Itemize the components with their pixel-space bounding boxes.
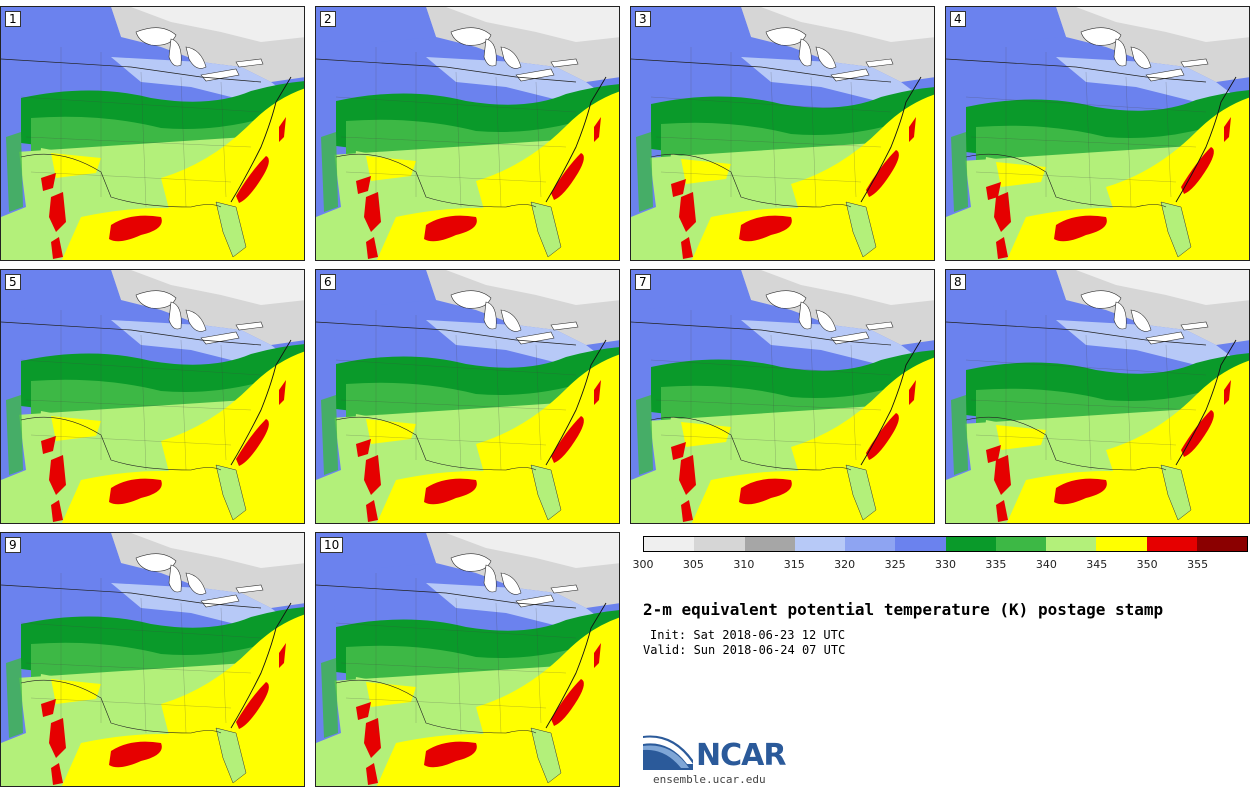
member-panel: 4	[945, 6, 1250, 261]
ensemble-map	[316, 533, 619, 786]
logo-wordmark: NCAR	[696, 738, 786, 773]
colorbar	[643, 536, 1248, 552]
colorbar-tick-label: 300	[632, 558, 654, 571]
valid-time: Valid: Sun 2018-06-24 07 UTC	[643, 643, 846, 657]
ensemble-map	[1, 270, 304, 523]
member-number-label: 3	[635, 11, 651, 27]
colorbar-labels: 300 305 310 315 320 325 330 335 340 345 350 355	[633, 558, 1248, 572]
member-number-label: 9	[5, 537, 21, 553]
ensemble-map	[946, 7, 1249, 260]
colorbar-segment	[1046, 537, 1097, 551]
colorbar-segment	[1146, 537, 1197, 551]
member-panel: 5	[0, 269, 305, 524]
colorbar-segment	[694, 537, 745, 551]
member-panel: 10	[315, 532, 620, 787]
colorbar-tick-label: 355	[1187, 558, 1209, 571]
init-time: Init: Sat 2018-06-23 12 UTC	[650, 628, 846, 642]
colorbar-tick-label: 350	[1136, 558, 1158, 571]
colorbar-tick-label: 325	[884, 558, 906, 571]
colorbar-segment	[644, 537, 695, 551]
ensemble-map	[1, 533, 304, 786]
member-number-label: 2	[320, 11, 336, 27]
logo-url: ensemble.ucar.edu	[653, 773, 766, 786]
colorbar-segment	[1096, 537, 1147, 551]
ensemble-map	[316, 270, 619, 523]
colorbar-segment	[845, 537, 896, 551]
colorbar-tick-label: 320	[834, 558, 856, 571]
member-number-label: 6	[320, 274, 336, 290]
member-number-label: 1	[5, 11, 21, 27]
colorbar-tick-label: 340	[1035, 558, 1057, 571]
colorbar-tick-label: 305	[682, 558, 704, 571]
colorbar-segment	[995, 537, 1046, 551]
member-panel: 7	[630, 269, 935, 524]
member-number-label: 4	[950, 11, 966, 27]
ensemble-map	[946, 270, 1249, 523]
ensemble-map	[316, 7, 619, 260]
colorbar-segment	[895, 537, 946, 551]
member-number-label: 7	[635, 274, 651, 290]
member-panel: 9	[0, 532, 305, 787]
ensemble-map	[631, 270, 934, 523]
member-number-label: 5	[5, 274, 21, 290]
colorbar-segment	[794, 537, 845, 551]
member-panel: 3	[630, 6, 935, 261]
ncar-logo-icon	[643, 735, 693, 770]
member-number-label: 8	[950, 274, 966, 290]
member-panel: 2	[315, 6, 620, 261]
colorbar-tick-label: 315	[783, 558, 805, 571]
colorbar-tick-label: 345	[1086, 558, 1108, 571]
colorbar-segment	[945, 537, 996, 551]
map-title: 2-m equivalent potential temperature (K)…	[643, 600, 1164, 619]
colorbar-tick-label: 335	[985, 558, 1007, 571]
member-panel: 8	[945, 269, 1250, 524]
member-panel: 6	[315, 269, 620, 524]
member-panel: 1	[0, 6, 305, 261]
colorbar-segment	[1196, 537, 1247, 551]
colorbar-tick-label: 310	[733, 558, 755, 571]
member-number-label: 10	[320, 537, 344, 553]
ensemble-map	[631, 7, 934, 260]
colorbar-segment	[744, 537, 795, 551]
ensemble-map	[1, 7, 304, 260]
colorbar-tick-label: 330	[935, 558, 956, 571]
